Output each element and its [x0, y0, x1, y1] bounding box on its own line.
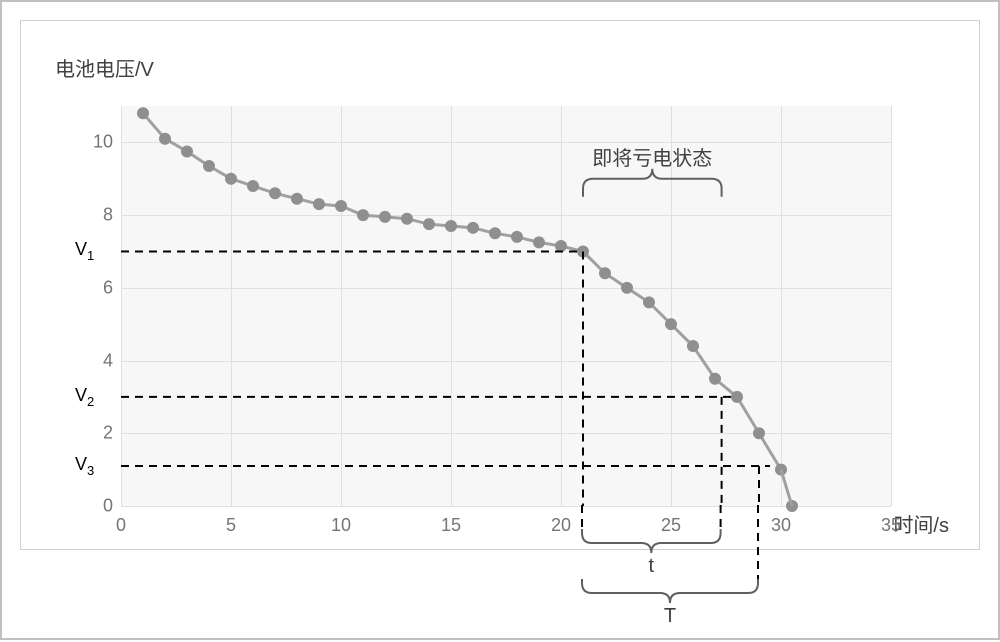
data-point [423, 218, 435, 230]
plot-area [121, 106, 891, 506]
plot-svg [121, 106, 891, 506]
data-point [225, 173, 237, 185]
data-point [291, 193, 303, 205]
data-point [511, 231, 523, 243]
data-point [687, 340, 699, 352]
bracket-label-T: T [664, 605, 676, 628]
data-point [445, 220, 457, 232]
data-point [401, 213, 413, 225]
gridline-vertical [891, 106, 892, 506]
bracket-label-t: t [649, 555, 655, 578]
gridline-horizontal [121, 506, 891, 507]
data-point [379, 211, 391, 223]
x-tick-label: 20 [551, 515, 571, 536]
series-line [781, 470, 792, 506]
data-point [203, 160, 215, 172]
chart-outer-frame: 电池电压/V 时间/s 0 5 10 15 20 25 30 35 0 2 4 6 8 10 V1 V2 V3 即… [0, 0, 1000, 640]
x-axis-title: 时间/s [893, 509, 949, 538]
x-tick-label: 10 [331, 515, 351, 536]
x-tick-label: 25 [661, 515, 681, 536]
x-tick-label: 30 [771, 515, 791, 536]
y-tick-label: 6 [73, 277, 113, 298]
data-point [181, 145, 193, 157]
y-axis-title: 电池电压/V [55, 53, 154, 82]
data-point [753, 427, 765, 439]
data-point [137, 107, 149, 119]
data-point [159, 133, 171, 145]
bracket-top [583, 169, 722, 197]
data-point [489, 227, 501, 239]
v-marker-label: V3 [75, 454, 94, 478]
data-point [665, 318, 677, 330]
bracket-label-top: 即将亏电状态 [592, 142, 712, 171]
y-tick-label: 4 [73, 350, 113, 371]
y-tick-label: 2 [73, 423, 113, 444]
data-point [599, 267, 611, 279]
data-point [643, 296, 655, 308]
y-tick-label: 8 [73, 205, 113, 226]
x-tick-label: 15 [441, 515, 461, 536]
data-point [357, 209, 369, 221]
v-marker-label: V2 [75, 385, 94, 409]
x-tick-label: 35 [881, 515, 901, 536]
x-tick-label: 5 [226, 515, 236, 536]
data-point [313, 198, 325, 210]
data-point [709, 373, 721, 385]
y-tick-label: 0 [73, 496, 113, 517]
data-point [467, 222, 479, 234]
v-marker-label: V1 [75, 240, 94, 264]
data-point [335, 200, 347, 212]
data-point [555, 240, 567, 252]
data-point [621, 282, 633, 294]
data-point [247, 180, 259, 192]
chart-inner-frame: 电池电压/V 时间/s 0 5 10 15 20 25 30 35 0 2 4 6 8 10 V1 V2 V3 即… [20, 20, 980, 550]
data-point [269, 187, 281, 199]
x-tick-label: 0 [116, 515, 126, 536]
y-tick-label: 10 [73, 132, 113, 153]
data-point [533, 236, 545, 248]
